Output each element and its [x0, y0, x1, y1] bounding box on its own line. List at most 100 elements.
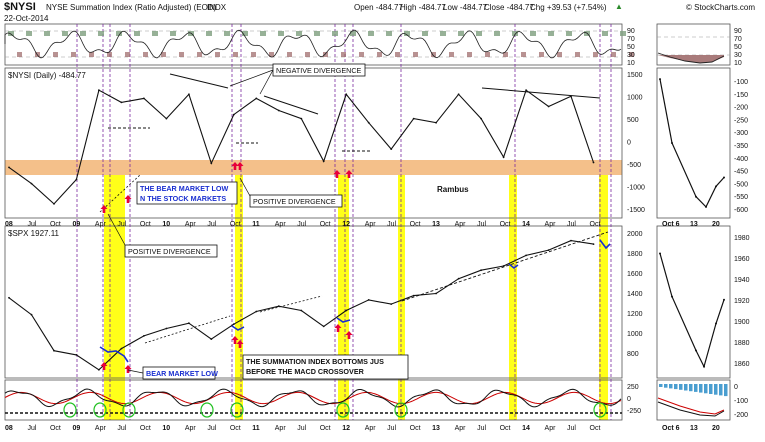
- rsi-oversold-fill: [305, 52, 310, 57]
- side-nysi-line: [659, 78, 725, 208]
- rsi-oversold-fill: [449, 52, 454, 57]
- spx-point: [367, 299, 370, 301]
- rsi-overbought-fill: [620, 31, 626, 36]
- credit-label: © StockCharts.com: [686, 3, 756, 12]
- rsi-overbought-fill: [8, 31, 14, 36]
- x-tick-mid: Oct: [320, 221, 331, 228]
- rsi-oversold-fill: [251, 52, 256, 57]
- nysi-positive-divergence-line: [99, 174, 141, 213]
- x-tick-bottom: 11: [252, 425, 260, 432]
- spx-point: [547, 249, 550, 252]
- rsi-axis-tick: 90: [627, 28, 635, 35]
- rsi-oversold-fill: [287, 52, 292, 57]
- rsi-overbought-fill: [206, 31, 212, 36]
- x-tick-bottom: Oct: [140, 425, 151, 432]
- rsi-oversold-fill: [197, 52, 202, 57]
- x-tick-bottom: Jul: [207, 425, 216, 432]
- rsi-oversold-fill: [53, 52, 58, 57]
- spx-blue-segment-4: [508, 263, 519, 270]
- rsi-overbought-fill: [440, 31, 446, 36]
- x-tick-bottom: Jul: [567, 425, 576, 432]
- highlight-column-1: [235, 170, 243, 420]
- rsi-overbought-fill: [404, 31, 410, 36]
- spx-axis-tick: 2000: [627, 231, 643, 238]
- nysi-point: [188, 93, 190, 96]
- side-nysi-axis-tick: -550: [734, 194, 748, 201]
- macd-axis-tick: 0: [627, 396, 631, 403]
- rsi-axis-tick: 10: [627, 60, 635, 67]
- x-tick-bottom: 08: [5, 425, 13, 432]
- side-macd-histogram-bar: [684, 384, 688, 391]
- x-tick-bottom: Jul: [387, 425, 396, 432]
- rsi-overbought-fill: [62, 31, 68, 36]
- nysi-point: [435, 121, 437, 124]
- open-value: Open -484.77: [354, 3, 403, 12]
- side-spx-axis-tick: 1900: [734, 319, 750, 326]
- spx-point: [525, 254, 527, 257]
- rsi-overbought-fill: [134, 31, 140, 36]
- side-spx-point: [671, 295, 673, 298]
- x-tick-mid: 08: [5, 221, 13, 228]
- x-tick-mid: Jul: [207, 221, 216, 228]
- rsi-oversold-fill: [377, 52, 382, 57]
- red-arrow-0: [100, 205, 108, 213]
- side-macd-histogram-bar: [724, 384, 728, 397]
- nysi-point: [502, 156, 505, 159]
- nysi-support-band: [5, 160, 622, 175]
- macd-line: [4, 388, 622, 408]
- x-tick-bottom: Oct: [50, 425, 61, 432]
- side-nysi-point: [659, 78, 661, 81]
- side-nysi-point: [723, 176, 725, 179]
- spx-point: [390, 303, 393, 305]
- side-spx-point: [723, 298, 725, 301]
- nysi-point: [457, 93, 460, 96]
- nysi-negative-divergence-line-2: [263, 95, 319, 115]
- rsi-overbought-fill: [152, 31, 158, 36]
- side-macd-histogram-bar: [694, 384, 698, 392]
- rsi-overbought-fill: [602, 31, 608, 36]
- rsi-oversold-fill: [341, 52, 346, 57]
- spx-point: [75, 354, 78, 356]
- rsi-overbought-fill: [350, 31, 356, 36]
- spx-axis-tick: 1600: [627, 271, 643, 278]
- x-tick-bottom: Jul: [27, 425, 36, 432]
- x-tick-bottom: Apr: [185, 425, 197, 432]
- rsi-overbought-fill: [26, 31, 32, 36]
- rsi-oversold-fill: [359, 52, 364, 57]
- rsi-overbought-fill: [530, 31, 536, 36]
- x-tick-mid: Jul: [387, 221, 396, 228]
- side-macd-axis-tick: 0: [734, 384, 738, 391]
- nysi-point: [255, 97, 258, 100]
- rsi-oversold-fill: [233, 52, 238, 57]
- rsi-oversold-fill: [521, 52, 526, 57]
- x-tick-bottom: Apr: [455, 425, 467, 432]
- spx-point: [322, 325, 325, 328]
- side-x-tick-mid: Oct 6: [662, 221, 680, 228]
- x-tick-mid: Apr: [275, 221, 287, 228]
- rsi-oversold-fill: [179, 52, 184, 57]
- close-value: Close -484.77: [484, 3, 534, 12]
- spx-axis-tick: 800: [627, 351, 639, 358]
- spx-axis-tick: 1000: [627, 331, 643, 338]
- rsi-oversold-fill: [539, 52, 544, 57]
- nysi-point: [277, 109, 280, 112]
- x-tick-mid: Oct: [590, 221, 601, 228]
- side-macd-histogram-bar: [689, 384, 693, 392]
- rsi-overbought-fill: [242, 31, 248, 36]
- spx-blue-segment-1: [99, 346, 129, 363]
- side-rsi-axis-tick: 50: [734, 44, 742, 51]
- rsi-overbought-fill: [422, 31, 428, 36]
- positive-divergence-label-2-text: POSITIVE DIVERGENCE: [253, 197, 336, 206]
- highlight-column-5: [599, 170, 608, 420]
- nysi-axis-tick: 500: [627, 117, 639, 124]
- rsi-oversold-fill: [269, 52, 274, 57]
- side-nysi-point: [705, 205, 707, 208]
- side-rsi-axis-tick: 70: [734, 36, 742, 43]
- spx-point: [300, 309, 303, 312]
- bear-market-low-stock-label-text: N THE STOCK MARKETS: [140, 194, 226, 203]
- macd-crossover-circle-5: [336, 402, 350, 418]
- x-tick-mid: Oct: [230, 221, 241, 228]
- spx-trend-line: [401, 231, 609, 302]
- red-arrow-4: [333, 170, 341, 178]
